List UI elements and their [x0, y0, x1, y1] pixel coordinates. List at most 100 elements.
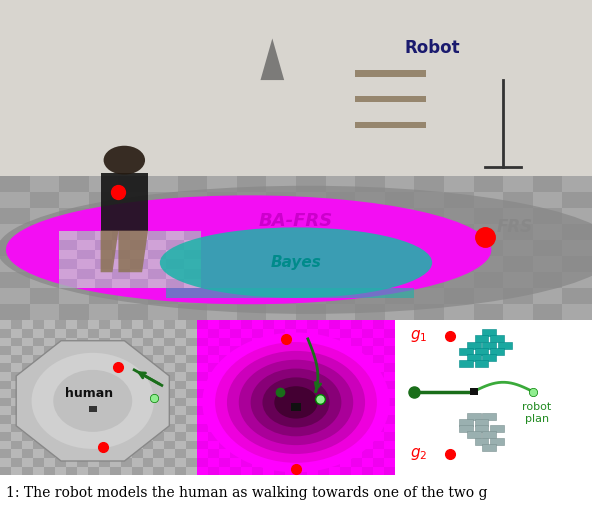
- Bar: [219, 372, 230, 380]
- Bar: [148, 240, 166, 250]
- Ellipse shape: [215, 342, 377, 463]
- Polygon shape: [260, 39, 284, 80]
- Bar: [175, 449, 186, 458]
- Bar: [66, 372, 77, 380]
- Bar: [197, 415, 208, 424]
- Bar: [197, 363, 208, 372]
- Ellipse shape: [227, 351, 365, 454]
- Bar: [414, 176, 444, 192]
- Bar: [33, 458, 44, 467]
- Bar: [219, 380, 230, 389]
- Bar: [207, 176, 237, 192]
- Bar: [131, 372, 143, 380]
- Bar: [274, 380, 285, 389]
- Ellipse shape: [239, 360, 353, 445]
- Bar: [373, 329, 384, 338]
- Bar: [263, 338, 274, 346]
- Bar: [351, 449, 362, 458]
- Bar: [474, 304, 503, 320]
- Bar: [207, 304, 237, 320]
- Bar: [175, 398, 186, 407]
- Bar: [99, 407, 110, 415]
- Bar: [44, 338, 55, 346]
- Bar: [241, 467, 252, 475]
- Text: robot
plan: robot plan: [522, 402, 551, 424]
- Bar: [562, 240, 592, 256]
- Bar: [11, 441, 22, 449]
- Bar: [153, 346, 165, 355]
- Bar: [88, 432, 99, 441]
- Bar: [296, 240, 326, 256]
- Ellipse shape: [31, 353, 154, 449]
- Bar: [197, 372, 208, 380]
- Bar: [186, 424, 197, 432]
- Bar: [474, 176, 503, 192]
- Bar: [101, 173, 148, 231]
- Bar: [30, 192, 59, 208]
- Text: FRS: FRS: [497, 218, 533, 236]
- Bar: [351, 355, 362, 363]
- Bar: [33, 363, 44, 372]
- Bar: [143, 415, 153, 424]
- Bar: [307, 467, 318, 475]
- Bar: [89, 288, 118, 304]
- Bar: [186, 432, 197, 441]
- Bar: [175, 380, 186, 389]
- Bar: [33, 372, 44, 380]
- Bar: [44, 449, 55, 458]
- Bar: [131, 320, 143, 329]
- Bar: [263, 458, 274, 467]
- Bar: [274, 398, 285, 407]
- Bar: [562, 224, 592, 240]
- Bar: [186, 329, 197, 338]
- Bar: [66, 320, 77, 329]
- Bar: [11, 355, 22, 363]
- Bar: [307, 407, 318, 415]
- Bar: [263, 441, 274, 449]
- Bar: [110, 389, 121, 398]
- Bar: [230, 467, 241, 475]
- Bar: [197, 346, 208, 355]
- Bar: [263, 407, 274, 415]
- Bar: [131, 355, 143, 363]
- Bar: [130, 279, 148, 288]
- Bar: [274, 449, 285, 458]
- Bar: [175, 415, 186, 424]
- Bar: [59, 240, 77, 250]
- Bar: [266, 224, 296, 240]
- Bar: [33, 441, 44, 449]
- Bar: [414, 208, 444, 224]
- Bar: [175, 346, 186, 355]
- Bar: [263, 449, 274, 458]
- Bar: [373, 441, 384, 449]
- Bar: [186, 415, 197, 424]
- Bar: [355, 70, 426, 77]
- Bar: [59, 256, 89, 272]
- Bar: [444, 272, 474, 288]
- Bar: [89, 240, 118, 256]
- Bar: [384, 441, 395, 449]
- Bar: [99, 432, 110, 441]
- Bar: [385, 192, 414, 208]
- Bar: [533, 192, 562, 208]
- Bar: [131, 329, 143, 338]
- Bar: [66, 329, 77, 338]
- Bar: [326, 288, 355, 304]
- Bar: [385, 208, 414, 224]
- Bar: [208, 389, 219, 398]
- Bar: [197, 389, 208, 398]
- Bar: [444, 240, 474, 256]
- Bar: [326, 272, 355, 288]
- Bar: [274, 389, 285, 398]
- Bar: [296, 192, 326, 208]
- Bar: [0, 208, 30, 224]
- Bar: [0, 176, 592, 320]
- Bar: [184, 269, 201, 279]
- Bar: [0, 467, 11, 475]
- Bar: [362, 363, 373, 372]
- Bar: [112, 231, 130, 240]
- Bar: [131, 389, 143, 398]
- Bar: [30, 224, 59, 240]
- Bar: [121, 415, 131, 424]
- Bar: [165, 363, 175, 372]
